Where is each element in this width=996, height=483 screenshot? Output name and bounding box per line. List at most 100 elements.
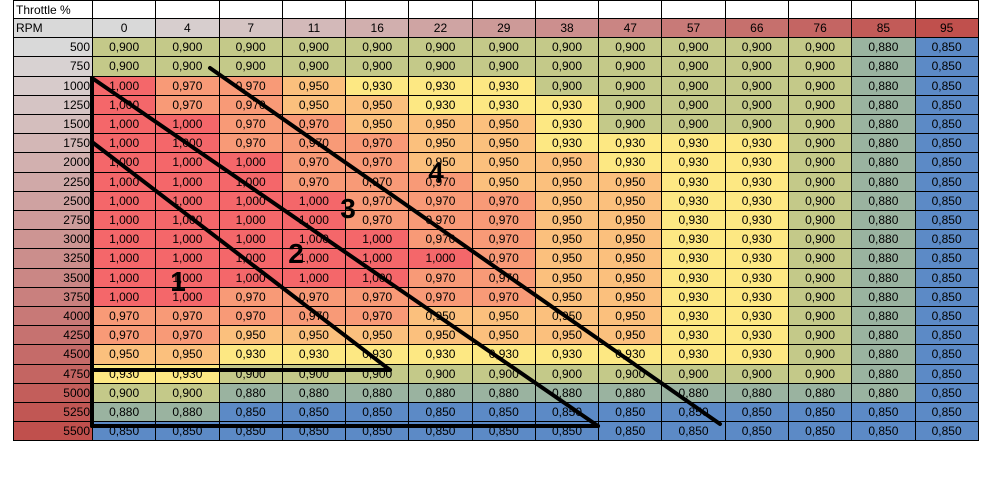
value-cell: 0,900 <box>724 37 789 58</box>
value-cell: 0,900 <box>661 363 726 384</box>
value-cell: 0,850 <box>914 421 979 442</box>
rpm-cell: 1250 <box>13 94 93 115</box>
value-cell: 0,950 <box>281 94 347 115</box>
rpm-cell: 4250 <box>13 325 93 346</box>
value-cell: 0,900 <box>787 363 853 384</box>
value-cell: 0,880 <box>851 152 916 173</box>
value-cell: 0,950 <box>471 152 536 173</box>
value-cell: 0,880 <box>851 306 916 327</box>
rpm-cell: 2250 <box>13 171 93 192</box>
value-cell: 1,000 <box>92 248 157 269</box>
value-cell: 0,850 <box>724 421 789 442</box>
value-cell: 0,900 <box>724 56 789 77</box>
value-cell: 0,970 <box>281 171 347 192</box>
zone-boundary-line <box>90 76 600 428</box>
value-cell: 1,000 <box>155 190 220 211</box>
value-cell: 0,900 <box>787 229 853 250</box>
rpm-cell: 3500 <box>13 267 93 288</box>
zone-label: 4 <box>428 157 444 188</box>
value-cell: 0,900 <box>724 75 789 96</box>
rpm-cell: 4000 <box>13 306 93 327</box>
value-cell: 0,850 <box>914 325 979 346</box>
value-cell: 0,900 <box>281 56 347 77</box>
value-cell: 0,970 <box>471 210 536 231</box>
value-cell: 0,850 <box>914 75 979 96</box>
value-cell: 0,930 <box>724 267 789 288</box>
value-cell: 0,970 <box>471 286 536 307</box>
value-cell: 0,930 <box>661 344 726 365</box>
value-cell: 0,900 <box>787 75 853 96</box>
value-cell: 0,930 <box>724 133 789 154</box>
value-cell: 0,850 <box>408 402 473 423</box>
value-cell: 0,900 <box>661 56 726 77</box>
throttle-header-cell: 95 <box>914 18 979 39</box>
value-cell: 0,850 <box>914 210 979 231</box>
value-cell: 0,900 <box>787 94 853 115</box>
value-cell: 0,850 <box>787 421 853 442</box>
value-cell: 0,900 <box>345 56 410 77</box>
value-cell: 0,850 <box>598 421 663 442</box>
value-cell: 0,900 <box>787 56 853 77</box>
value-cell: 0,950 <box>534 152 600 173</box>
zone-label: 1 <box>170 266 186 297</box>
rpm-cell: 750 <box>13 56 93 77</box>
value-cell: 0,930 <box>408 75 473 96</box>
value-cell: 0,880 <box>598 382 663 403</box>
value-cell: 0,950 <box>345 325 410 346</box>
value-cell: 0,850 <box>914 37 979 58</box>
value-cell: 0,850 <box>914 133 979 154</box>
value-cell: 0,970 <box>218 114 283 135</box>
value-cell: 0,930 <box>534 344 600 365</box>
value-cell: 0,930 <box>661 133 726 154</box>
value-cell: 0,950 <box>471 306 536 327</box>
value-cell: 0,950 <box>471 114 536 135</box>
value-cell: 0,970 <box>345 210 410 231</box>
value-cell: 0,900 <box>787 286 853 307</box>
value-cell: 0,900 <box>155 37 220 58</box>
value-cell: 0,930 <box>661 210 726 231</box>
value-cell: 0,900 <box>787 190 853 211</box>
value-cell: 0,900 <box>598 75 663 96</box>
value-cell: 0,930 <box>598 152 663 173</box>
value-cell: 0,950 <box>471 325 536 346</box>
value-cell: 0,950 <box>92 344 157 365</box>
value-cell: 0,900 <box>471 363 536 384</box>
rpm-cell: 2500 <box>13 190 93 211</box>
throttle-header-cell: 38 <box>534 18 600 39</box>
value-cell: 0,930 <box>661 267 726 288</box>
zone-boundary-line <box>90 140 392 372</box>
zone-boundary-line <box>208 66 722 426</box>
value-cell: 0,970 <box>471 229 536 250</box>
value-cell: 1,000 <box>92 210 157 231</box>
value-cell: 0,950 <box>598 286 663 307</box>
zone-label: 2 <box>288 238 304 269</box>
value-cell: 0,930 <box>724 190 789 211</box>
value-cell: 0,850 <box>914 229 979 250</box>
value-cell: 0,900 <box>724 94 789 115</box>
value-cell: 0,900 <box>534 56 600 77</box>
value-cell: 0,950 <box>345 94 410 115</box>
value-cell: 0,900 <box>155 56 220 77</box>
value-cell: 0,930 <box>724 325 789 346</box>
value-cell: 0,850 <box>661 421 726 442</box>
value-cell: 1,000 <box>281 210 347 231</box>
value-cell: 1,000 <box>155 229 220 250</box>
value-cell: 1,000 <box>218 210 283 231</box>
value-cell: 0,930 <box>661 152 726 173</box>
value-cell: 0,970 <box>218 306 283 327</box>
value-cell: 0,900 <box>787 152 853 173</box>
value-cell: 0,900 <box>724 363 789 384</box>
value-cell: 1,000 <box>281 190 347 211</box>
throttle-header-cell: 47 <box>598 18 663 39</box>
value-cell: 0,970 <box>155 94 220 115</box>
value-cell: 0,930 <box>534 94 600 115</box>
value-cell: 0,930 <box>724 171 789 192</box>
value-cell: 0,850 <box>724 402 789 423</box>
value-cell: 0,880 <box>851 286 916 307</box>
value-cell: 0,900 <box>787 114 853 135</box>
value-cell: 0,880 <box>851 363 916 384</box>
value-cell: 0,930 <box>345 75 410 96</box>
rpm-cell: 1750 <box>13 133 93 154</box>
